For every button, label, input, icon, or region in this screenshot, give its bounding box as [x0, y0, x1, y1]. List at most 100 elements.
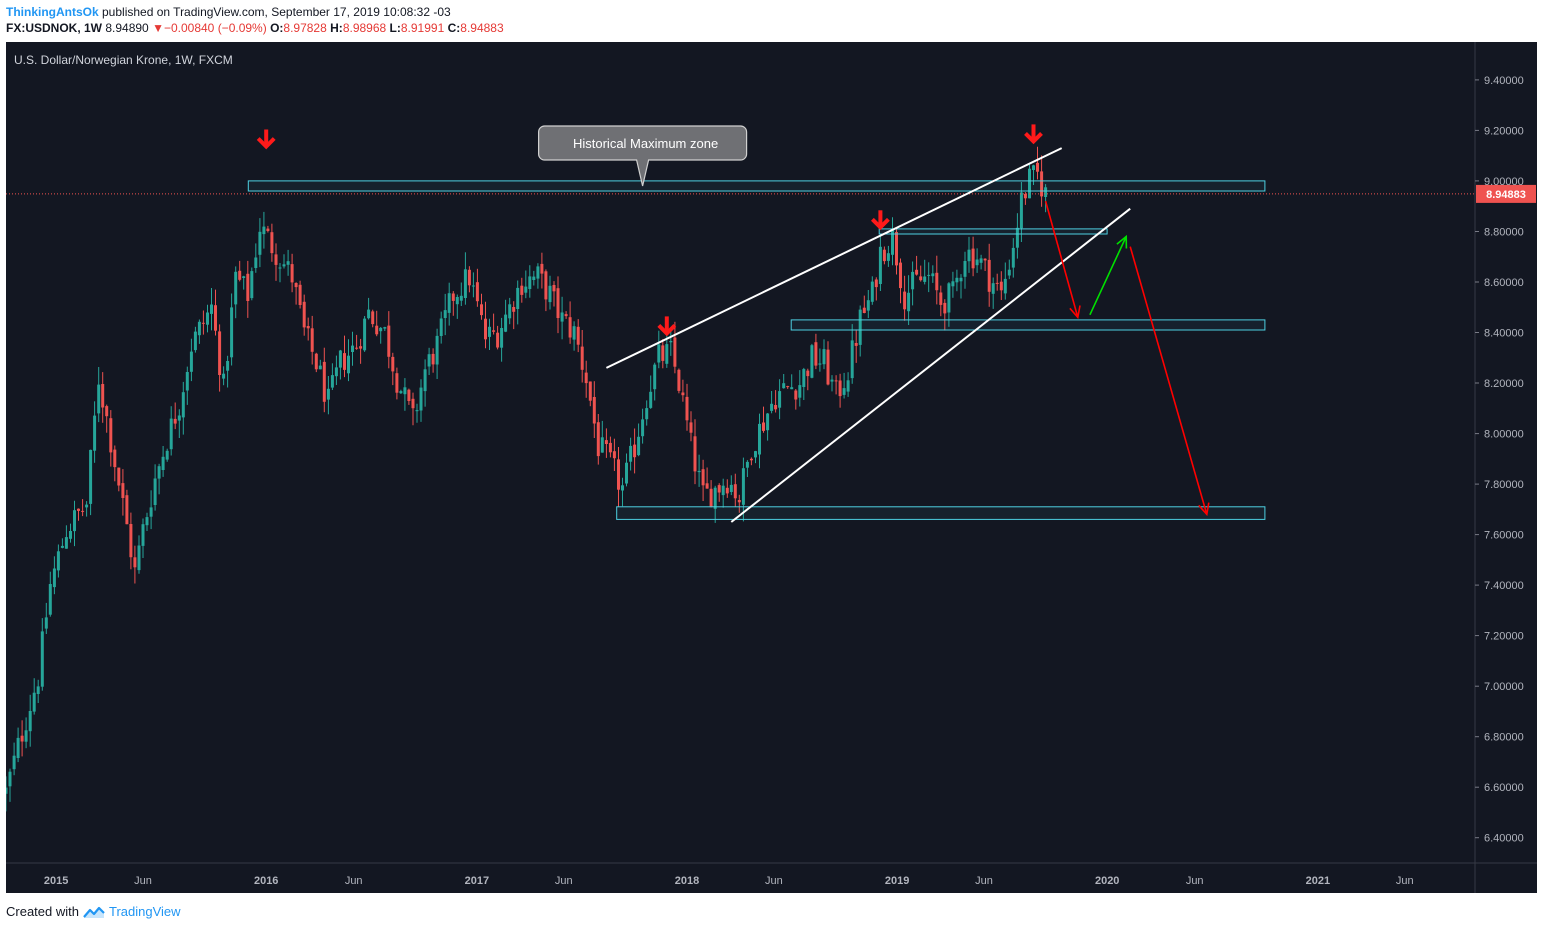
x-tick-label: Jun	[345, 875, 363, 887]
candle-body	[520, 285, 524, 295]
candle-body	[935, 272, 939, 291]
candle-body	[60, 545, 64, 548]
candle-body	[77, 508, 80, 511]
candle-body	[802, 369, 806, 387]
candle-body	[608, 442, 612, 453]
open-value: 8.97828	[283, 21, 327, 35]
candle-body	[629, 445, 633, 462]
candle-body	[544, 271, 548, 300]
candle-body	[149, 507, 153, 517]
candle-body	[766, 413, 770, 431]
lower-trendline	[730, 207, 1131, 523]
candle-body	[371, 311, 375, 325]
down-arrow-right-drop	[1044, 200, 1081, 320]
candle-body	[524, 286, 528, 293]
candle-body	[536, 266, 540, 279]
candle-body	[189, 351, 193, 372]
candle-body	[298, 284, 302, 305]
author-link[interactable]: ThinkingAntsOk	[6, 5, 99, 19]
candle-body	[568, 317, 572, 338]
candle-body	[16, 737, 20, 758]
candle-body	[254, 257, 258, 268]
candle-body	[411, 398, 415, 409]
marker-head	[1024, 131, 1043, 145]
candle-body	[826, 349, 830, 385]
candle-body	[500, 328, 504, 348]
candle-body	[467, 269, 471, 286]
candle-body	[24, 730, 28, 742]
candle-body	[496, 332, 500, 348]
candle-body	[193, 331, 197, 351]
x-tick-label: 2017	[465, 875, 489, 887]
tradingview-brand-link[interactable]: TradingView	[108, 904, 181, 919]
candle-body	[391, 356, 395, 372]
arrow-shaft	[1044, 200, 1079, 318]
candle-body	[870, 281, 874, 302]
y-tick-label: 9.20000	[1484, 125, 1524, 137]
historical-maximum-zone	[247, 180, 1266, 192]
last-price-tag	[1476, 184, 1536, 203]
x-tick-label: 2020	[1095, 875, 1119, 887]
candle-body	[923, 276, 927, 282]
candle-body	[653, 364, 657, 390]
price-axis[interactable]	[1475, 42, 1537, 863]
candle-body	[330, 375, 334, 388]
candle-body	[818, 363, 822, 365]
candle-body	[939, 292, 943, 305]
candle-body	[919, 276, 923, 281]
candle-body	[407, 389, 411, 401]
support-zone-842	[790, 319, 1266, 331]
candle-body	[665, 344, 669, 364]
candle-body	[383, 327, 387, 329]
arrow-head	[1198, 502, 1210, 517]
candle-body	[226, 361, 230, 371]
tradingview-logo-icon[interactable]	[83, 905, 105, 919]
candle-body	[169, 418, 173, 450]
candle-body	[967, 249, 971, 262]
candle-body	[899, 262, 902, 289]
candle-body	[846, 380, 850, 392]
candle-body	[617, 459, 620, 490]
chart-container[interactable]: 8.94883 Historical Maximum zone 9.40000 9…	[4, 42, 1537, 893]
candle-body	[697, 470, 701, 473]
x-tick-label: 2018	[675, 875, 699, 887]
candle-body	[951, 281, 955, 287]
price-chart[interactable]: 8.94883 Historical Maximum zone 9.400009…	[4, 42, 1537, 893]
candle-body	[838, 380, 842, 397]
high-value: 8.98968	[342, 21, 387, 35]
candle-body	[214, 305, 217, 331]
publisher-line: ThinkingAntsOk published on TradingView.…	[6, 4, 504, 20]
callout-layer[interactable]: Historical Maximum zone	[538, 125, 748, 187]
top-marker-2019	[1024, 124, 1043, 145]
y-tick-label: 8.40000	[1484, 328, 1524, 340]
candle-body	[141, 524, 145, 546]
candle-body	[745, 461, 749, 468]
top-marker-2017	[657, 316, 677, 337]
x-tick-label: Jun	[555, 875, 573, 887]
candle-body	[492, 330, 496, 332]
candle-body	[463, 269, 467, 298]
candle-body	[971, 248, 975, 269]
candle-body	[975, 259, 979, 266]
candle-body	[903, 291, 907, 310]
candle-body	[85, 504, 89, 508]
candle-body	[395, 373, 399, 393]
x-tick-label: 2015	[44, 875, 68, 887]
candle-body	[633, 444, 637, 458]
candle-body	[806, 370, 810, 377]
candle-body	[322, 361, 326, 402]
arrow-shaft	[1089, 236, 1127, 316]
low-value: 8.91991	[400, 21, 445, 35]
chart-pane[interactable]	[6, 42, 1475, 863]
candle-body	[89, 449, 93, 504]
candle-body	[387, 325, 391, 357]
candle-body	[717, 485, 721, 493]
candle-body	[447, 293, 451, 313]
time-axis[interactable]	[6, 863, 1475, 893]
candle-body	[69, 531, 72, 539]
resistance-zone-880	[878, 228, 1108, 235]
x-tick-label: Jun	[975, 875, 993, 887]
candle-body	[314, 353, 318, 370]
candle-body	[572, 326, 576, 340]
marker-head	[870, 217, 890, 231]
